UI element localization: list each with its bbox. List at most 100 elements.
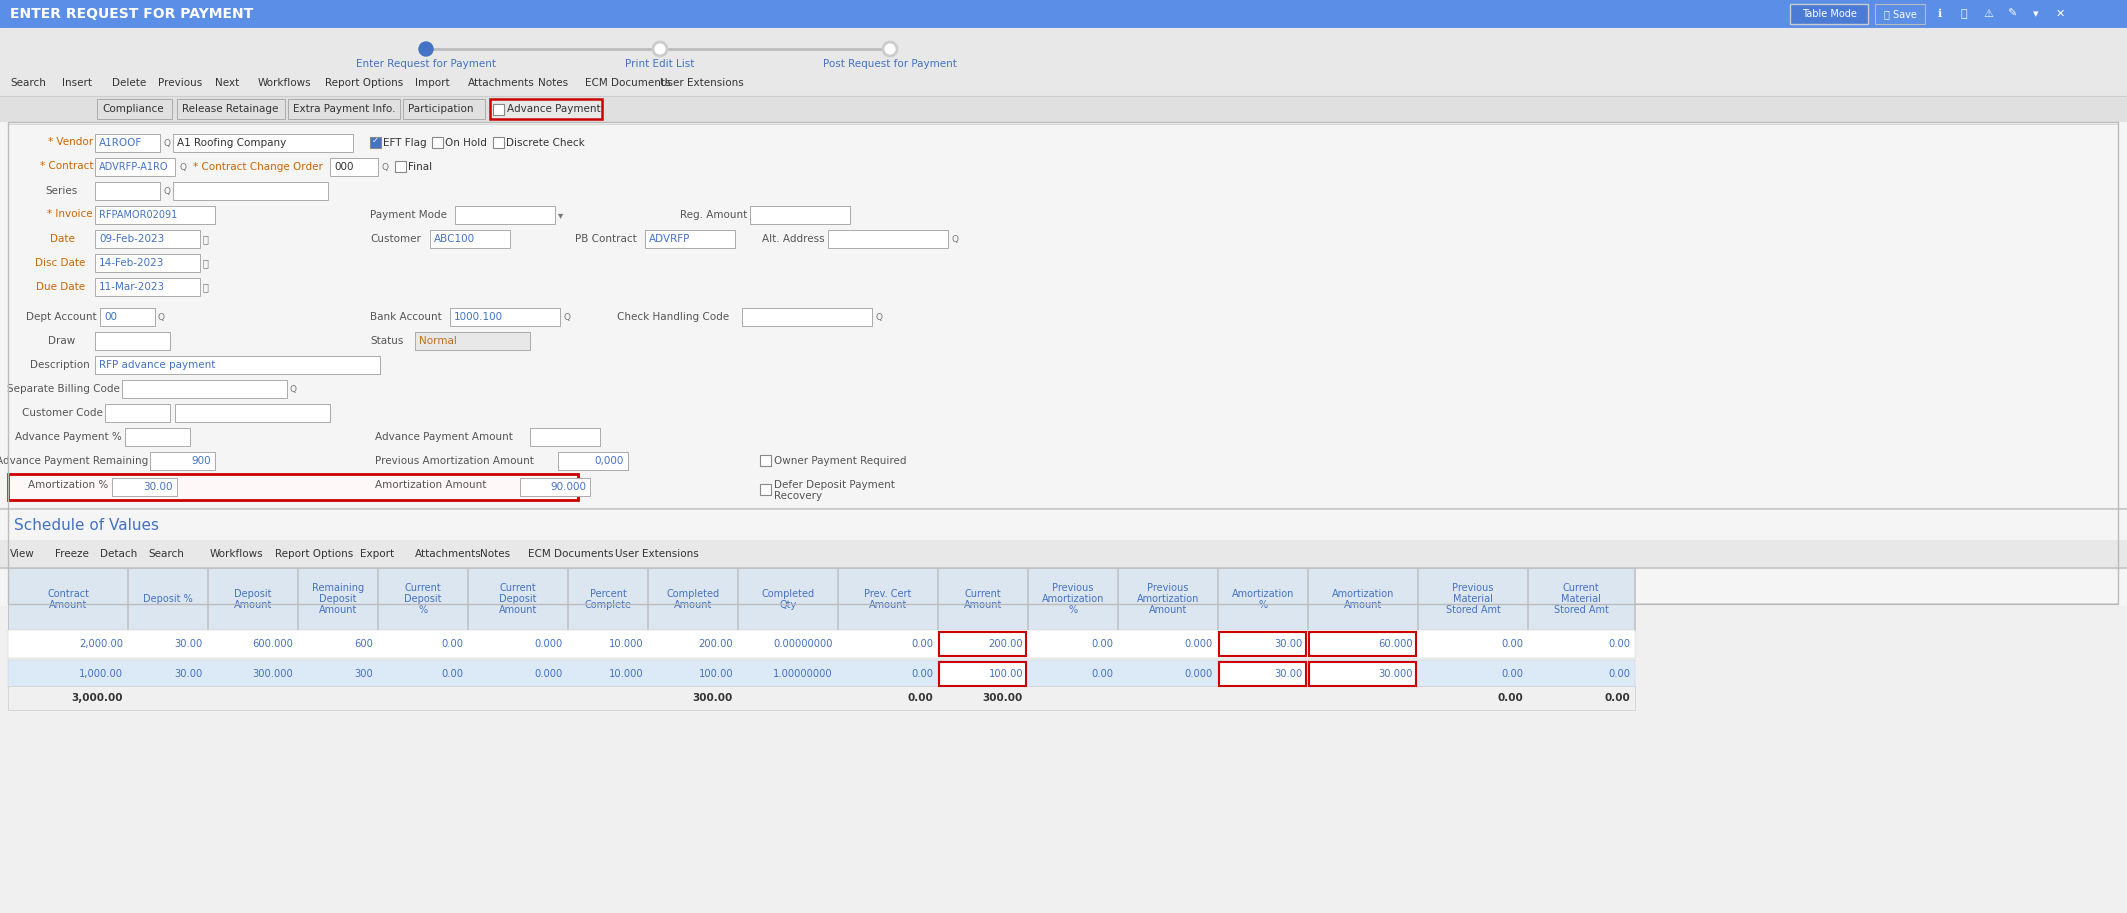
Bar xyxy=(468,568,568,630)
Text: 30.00: 30.00 xyxy=(174,669,202,679)
Text: Q: Q xyxy=(874,312,883,321)
Bar xyxy=(938,632,1025,656)
Text: 30.00: 30.00 xyxy=(143,482,172,492)
Bar xyxy=(96,254,200,272)
Text: 900: 900 xyxy=(191,456,211,466)
Text: ❓: ❓ xyxy=(1961,9,1967,19)
Bar xyxy=(172,134,353,152)
Bar xyxy=(493,104,504,115)
Bar xyxy=(1419,568,1527,630)
Bar xyxy=(1876,4,1925,24)
Text: 📅: 📅 xyxy=(202,234,208,244)
Text: Advance Payment: Advance Payment xyxy=(506,104,600,114)
Text: Percent: Percent xyxy=(589,589,627,599)
Text: Status: Status xyxy=(370,336,404,346)
Text: %: % xyxy=(1068,605,1078,615)
Bar xyxy=(838,568,938,630)
Text: Advance Payment %: Advance Payment % xyxy=(15,432,121,442)
Text: Notes: Notes xyxy=(481,549,510,559)
Text: Q: Q xyxy=(164,139,170,148)
Text: Current: Current xyxy=(404,583,442,593)
Text: Amount: Amount xyxy=(674,600,713,610)
Text: Recovery: Recovery xyxy=(774,491,823,501)
Text: ENTER REQUEST FOR PAYMENT: ENTER REQUEST FOR PAYMENT xyxy=(11,7,253,21)
Text: Deposit: Deposit xyxy=(234,589,272,599)
Bar xyxy=(0,96,2127,97)
Bar xyxy=(738,568,838,630)
Text: ECM Documents: ECM Documents xyxy=(585,78,670,88)
Text: Due Date: Due Date xyxy=(36,282,85,292)
Text: 600.000: 600.000 xyxy=(253,639,294,649)
Text: 0.00: 0.00 xyxy=(1608,669,1629,679)
Text: 60.000: 60.000 xyxy=(1378,639,1412,649)
Text: Prev. Cert: Prev. Cert xyxy=(864,589,912,599)
Bar xyxy=(493,137,504,148)
Text: 30.00: 30.00 xyxy=(1274,639,1304,649)
Text: ADVRFP-A1RO: ADVRFP-A1RO xyxy=(100,162,168,172)
Text: 300.00: 300.00 xyxy=(693,693,734,703)
Text: Amount: Amount xyxy=(868,600,908,610)
Text: Qty: Qty xyxy=(778,600,798,610)
Bar xyxy=(489,99,602,119)
Text: 10.000: 10.000 xyxy=(608,669,642,679)
Text: Amount: Amount xyxy=(319,605,357,615)
Text: 10.000: 10.000 xyxy=(608,639,642,649)
Text: 0.00: 0.00 xyxy=(440,639,464,649)
Text: Search: Search xyxy=(11,78,47,88)
Bar xyxy=(827,230,949,248)
Text: Customer: Customer xyxy=(370,234,421,244)
Text: Deposit: Deposit xyxy=(319,594,357,604)
Text: Amortization: Amortization xyxy=(1136,594,1200,604)
Bar xyxy=(172,182,328,200)
Text: Workflows: Workflows xyxy=(257,78,313,88)
Text: 0.00: 0.00 xyxy=(1091,669,1112,679)
Bar xyxy=(0,0,2127,28)
Bar xyxy=(0,508,2127,510)
Text: Current: Current xyxy=(500,583,536,593)
Text: * Vendor: * Vendor xyxy=(49,137,94,147)
Bar xyxy=(96,332,170,350)
Bar xyxy=(415,332,530,350)
Bar xyxy=(430,230,510,248)
Text: * Contract: * Contract xyxy=(40,161,94,171)
Text: Print Edit List: Print Edit List xyxy=(625,59,696,69)
Bar xyxy=(96,230,200,248)
Text: Discrete Check: Discrete Check xyxy=(506,138,585,148)
Text: ✓: ✓ xyxy=(372,135,379,144)
Text: Q: Q xyxy=(564,312,570,321)
Text: 30.000: 30.000 xyxy=(1378,669,1412,679)
Text: Extra Payment Info.: Extra Payment Info. xyxy=(294,104,396,114)
Circle shape xyxy=(653,42,668,56)
Bar xyxy=(649,568,736,630)
Bar xyxy=(208,568,298,630)
Bar xyxy=(174,404,330,422)
Text: Deposit: Deposit xyxy=(500,594,536,604)
Text: Material: Material xyxy=(1561,594,1602,604)
Bar xyxy=(644,230,736,248)
Bar xyxy=(104,404,170,422)
Text: 09-Feb-2023: 09-Feb-2023 xyxy=(100,234,164,244)
Bar xyxy=(9,124,2118,603)
Text: Previous: Previous xyxy=(157,78,202,88)
Text: Enter Request for Payment: Enter Request for Payment xyxy=(355,59,496,69)
Bar xyxy=(396,161,406,172)
Bar xyxy=(113,478,177,496)
Circle shape xyxy=(419,42,434,56)
Text: 0.000: 0.000 xyxy=(534,639,564,649)
Text: 0.000: 0.000 xyxy=(1185,669,1212,679)
Text: 💾 Save: 💾 Save xyxy=(1885,9,1916,19)
Text: Reg. Amount: Reg. Amount xyxy=(681,210,747,220)
Text: Q: Q xyxy=(164,186,170,195)
Text: 0.00: 0.00 xyxy=(440,669,464,679)
Text: Contract: Contract xyxy=(47,589,89,599)
Bar xyxy=(1527,568,1634,630)
Text: Amortization: Amortization xyxy=(1332,589,1393,599)
Text: Q: Q xyxy=(383,163,389,172)
Text: ABC100: ABC100 xyxy=(434,234,474,244)
Text: Advance Payment Amount: Advance Payment Amount xyxy=(374,432,513,442)
Bar xyxy=(751,206,851,224)
Text: * Contract Change Order: * Contract Change Order xyxy=(194,162,323,172)
Text: Insert: Insert xyxy=(62,78,91,88)
Text: Separate Billing Code: Separate Billing Code xyxy=(6,384,119,394)
Text: ✕: ✕ xyxy=(2055,9,2065,19)
